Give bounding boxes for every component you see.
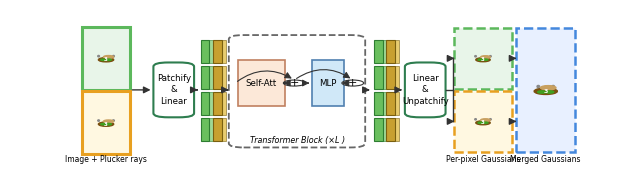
Text: Linear
&
Unpatchify: Linear & Unpatchify <box>402 74 449 106</box>
Bar <box>386 118 395 141</box>
Bar <box>378 40 387 63</box>
Circle shape <box>538 91 546 93</box>
Bar <box>237 60 285 106</box>
Circle shape <box>483 122 488 124</box>
Circle shape <box>100 123 106 125</box>
Bar <box>454 28 511 88</box>
Text: Patchify
&
Linear: Patchify & Linear <box>157 74 191 106</box>
Text: 3: 3 <box>104 122 108 127</box>
Bar <box>378 92 387 115</box>
Bar <box>205 118 213 141</box>
Text: 3: 3 <box>481 57 485 62</box>
Ellipse shape <box>98 55 99 57</box>
Ellipse shape <box>537 85 540 88</box>
Circle shape <box>481 119 490 121</box>
Circle shape <box>99 122 114 126</box>
Text: 3: 3 <box>481 120 485 125</box>
Text: Image + Plucker rays: Image + Plucker rays <box>65 155 147 164</box>
Circle shape <box>104 56 114 58</box>
Circle shape <box>541 86 556 90</box>
Bar <box>213 92 222 115</box>
Bar <box>516 28 575 152</box>
Bar <box>386 92 395 115</box>
Bar <box>200 118 209 141</box>
Bar <box>83 91 129 154</box>
Ellipse shape <box>98 120 99 121</box>
Bar <box>205 66 213 89</box>
Bar <box>374 66 383 89</box>
Bar <box>213 40 222 62</box>
Circle shape <box>106 123 111 125</box>
Text: Self-Att: Self-Att <box>246 78 277 88</box>
Bar <box>390 40 399 63</box>
Bar <box>217 40 226 63</box>
FancyBboxPatch shape <box>154 62 194 117</box>
Circle shape <box>284 80 305 86</box>
Bar <box>390 92 399 115</box>
Ellipse shape <box>113 120 115 121</box>
Bar <box>217 92 226 115</box>
Bar <box>205 92 213 115</box>
Circle shape <box>483 59 488 60</box>
Circle shape <box>478 59 483 60</box>
Circle shape <box>100 59 106 61</box>
Circle shape <box>545 91 554 93</box>
Text: 3: 3 <box>104 57 108 62</box>
Bar <box>386 40 395 62</box>
Bar <box>390 118 399 141</box>
Circle shape <box>99 58 114 62</box>
Text: Transformer Block (×L ): Transformer Block (×L ) <box>250 136 345 145</box>
FancyBboxPatch shape <box>405 62 445 117</box>
Circle shape <box>534 88 557 95</box>
Ellipse shape <box>490 56 492 57</box>
Text: Merged Gaussians: Merged Gaussians <box>511 155 581 164</box>
Bar <box>217 118 226 141</box>
Bar <box>454 91 511 152</box>
Bar <box>374 40 383 62</box>
Bar <box>200 92 209 115</box>
Bar <box>200 66 209 89</box>
Text: Per-pixel Gaussians: Per-pixel Gaussians <box>445 155 520 164</box>
Circle shape <box>476 121 490 125</box>
Ellipse shape <box>490 119 492 120</box>
Bar <box>374 118 383 141</box>
Bar <box>378 66 387 89</box>
Bar <box>390 66 399 89</box>
Circle shape <box>106 59 111 61</box>
Bar <box>213 66 222 89</box>
Ellipse shape <box>475 119 476 120</box>
Circle shape <box>476 58 490 62</box>
Ellipse shape <box>113 55 115 57</box>
Circle shape <box>478 122 483 124</box>
Circle shape <box>481 56 490 58</box>
Text: +: + <box>348 78 358 88</box>
Circle shape <box>342 80 364 86</box>
Text: 3: 3 <box>543 89 548 94</box>
Bar <box>200 40 209 62</box>
Bar <box>374 92 383 115</box>
Bar <box>386 66 395 89</box>
Bar <box>378 118 387 141</box>
Bar <box>83 27 129 90</box>
Text: +: + <box>289 78 299 88</box>
Bar <box>217 66 226 89</box>
Bar <box>312 60 344 106</box>
Bar <box>213 118 222 141</box>
Circle shape <box>104 120 114 123</box>
Ellipse shape <box>475 56 476 57</box>
Ellipse shape <box>552 85 554 88</box>
Text: MLP: MLP <box>319 78 337 88</box>
Bar <box>205 40 213 63</box>
